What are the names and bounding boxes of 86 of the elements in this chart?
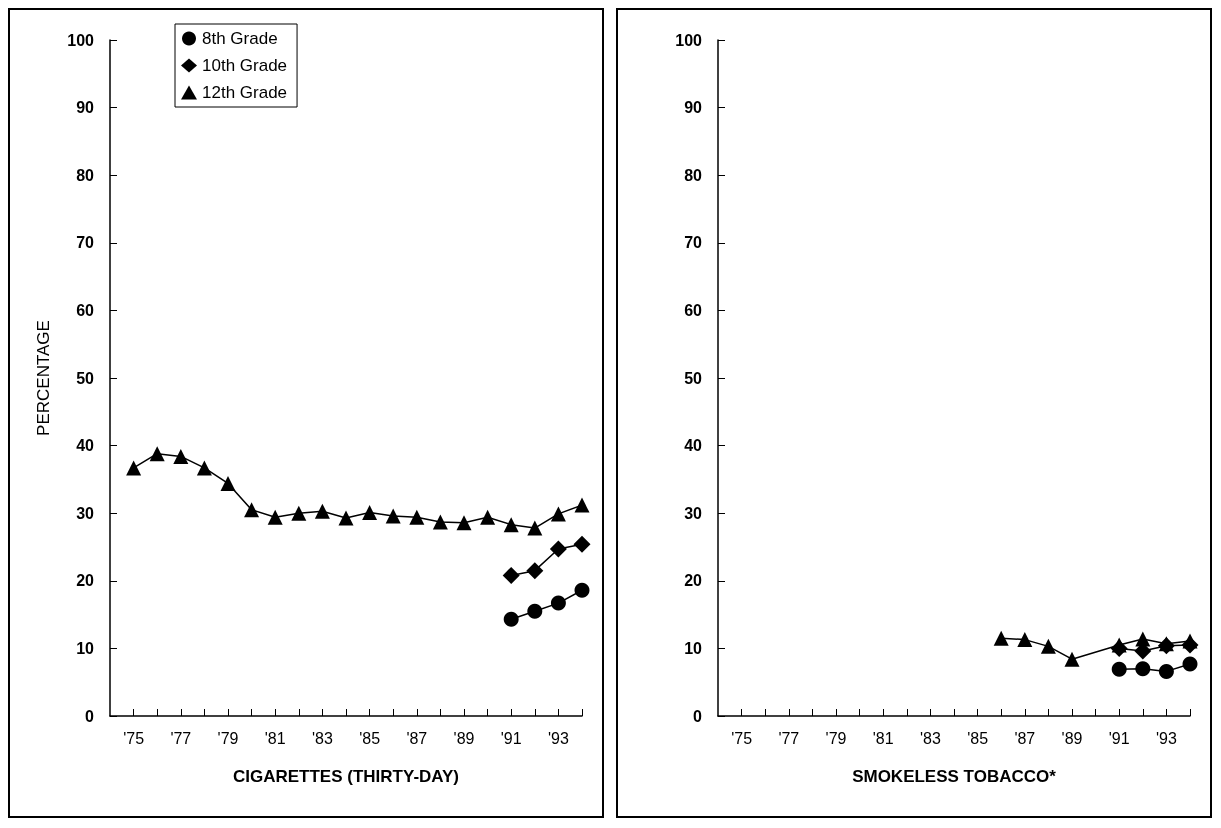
point: [1181, 636, 1199, 654]
x-tick-label: '91: [1108, 729, 1130, 747]
point: [362, 505, 378, 521]
y-tick-label: 40: [684, 437, 703, 455]
x-tick-label: '89: [1061, 729, 1083, 747]
y-tick-label: 100: [675, 31, 703, 49]
point: [573, 535, 591, 553]
point: [527, 520, 543, 536]
point: [574, 497, 590, 513]
y-tick-label: 60: [684, 301, 703, 319]
point: [409, 509, 425, 525]
y-tick-label: 80: [684, 166, 703, 184]
x-tick-label: '81: [872, 729, 894, 747]
x-axis-title: SMOKELESS TOBACCO*: [852, 767, 1057, 786]
x-tick-label: '93: [547, 729, 569, 747]
point: [1182, 656, 1198, 672]
x-tick-label: '75: [731, 729, 753, 747]
x-tick-label: '79: [217, 729, 239, 747]
point: [503, 517, 519, 533]
point: [196, 460, 212, 476]
y-tick-label: 0: [85, 707, 95, 725]
x-tick-label: '81: [264, 729, 286, 747]
x-tick-label: '87: [1014, 729, 1036, 747]
x-tick-label: '91: [500, 729, 522, 747]
point: [480, 509, 496, 525]
legend-label: 10th Grade: [202, 56, 288, 75]
point: [1017, 632, 1033, 648]
y-tick-label: 40: [76, 437, 95, 455]
point: [1135, 661, 1151, 677]
y-tick-label: 20: [684, 572, 703, 590]
x-tick-label: '79: [825, 729, 847, 747]
point: [1111, 661, 1127, 677]
x-tick-label: '93: [1155, 729, 1177, 747]
y-tick-label: 90: [76, 99, 95, 117]
point: [291, 505, 307, 521]
point: [432, 514, 448, 530]
point: [267, 509, 283, 525]
point: [1064, 651, 1080, 667]
point: [550, 506, 566, 522]
x-tick-label: '83: [311, 729, 333, 747]
y-tick-label: 30: [76, 504, 95, 522]
y-tick-label: 60: [76, 301, 95, 319]
point: [173, 448, 189, 464]
point: [126, 460, 142, 476]
y-tick-label: 30: [684, 504, 703, 522]
x-tick-label: '87: [406, 729, 428, 747]
point: [338, 510, 354, 526]
y-tick-label: 20: [76, 572, 95, 590]
x-tick-label: '85: [967, 729, 989, 747]
y-tick-label: 90: [684, 99, 703, 117]
y-tick-label: 70: [76, 234, 95, 252]
point: [314, 503, 330, 519]
point: [1040, 638, 1056, 654]
y-axis-title: PERCENTAGE: [34, 320, 53, 436]
y-tick-label: 70: [684, 234, 703, 252]
point: [1158, 663, 1174, 679]
y-tick-label: 80: [76, 166, 95, 184]
point: [503, 611, 519, 627]
point: [549, 540, 567, 558]
x-tick-label: '77: [778, 729, 800, 747]
point: [502, 566, 520, 584]
point: [993, 630, 1009, 646]
x-axis-title: CIGARETTES (THIRTY-DAY): [232, 767, 460, 786]
x-tick-label: '89: [453, 729, 475, 747]
point: [550, 595, 566, 611]
y-tick-label: 0: [693, 707, 703, 725]
point: [244, 502, 260, 518]
point: [385, 508, 401, 524]
x-tick-label: '77: [170, 729, 192, 747]
y-tick-label: 10: [684, 639, 703, 657]
legend-label: 8th Grade: [202, 29, 278, 48]
point: [574, 582, 590, 598]
point: [456, 515, 472, 531]
x-tick-label: '75: [123, 729, 145, 747]
point: [149, 446, 165, 462]
y-tick-label: 50: [76, 369, 95, 387]
point: [1110, 639, 1128, 657]
x-tick-label: '83: [919, 729, 941, 747]
x-tick-label: '85: [359, 729, 381, 747]
y-tick-label: 50: [684, 369, 703, 387]
point: [220, 475, 236, 491]
legend-label: 12th Grade: [202, 83, 288, 102]
point: [526, 562, 544, 580]
point: [527, 603, 543, 619]
y-tick-label: 10: [76, 639, 95, 657]
y-tick-label: 100: [67, 31, 95, 49]
